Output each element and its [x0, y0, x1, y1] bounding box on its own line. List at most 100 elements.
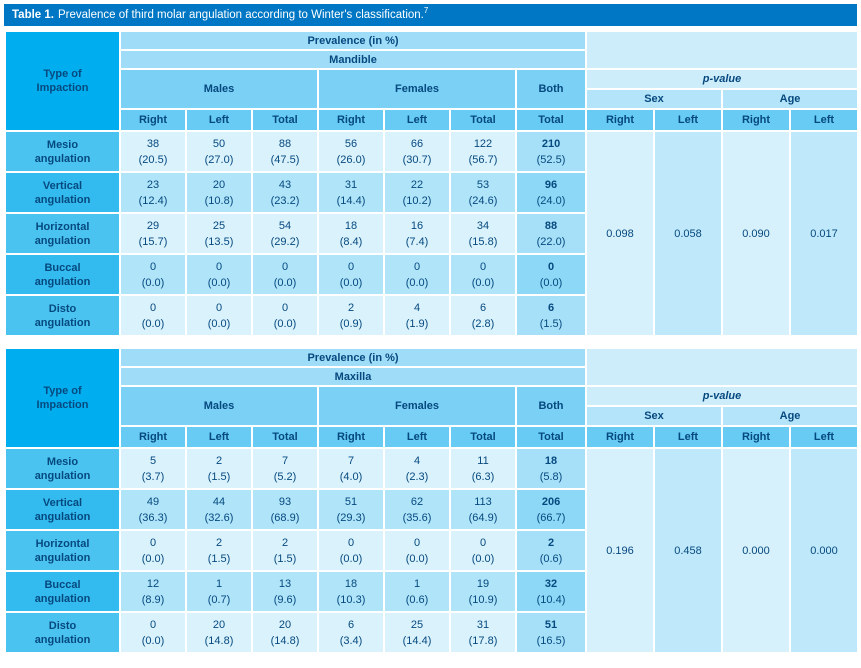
both-total-cell: 96 (24.0)	[514, 171, 588, 214]
percent-value: (68.9)	[270, 511, 300, 524]
count-cell: 62 (35.6)	[383, 488, 451, 531]
percent-value: (0.0)	[471, 276, 495, 289]
row-label-cell: Horizontal angulation	[4, 529, 121, 572]
count-cell: 25 (13.5)	[185, 212, 253, 255]
count-value: 13	[278, 577, 292, 590]
header-males-total: Total	[251, 425, 319, 449]
count-value: 34	[476, 219, 490, 232]
count-value: 6	[547, 301, 555, 314]
header-p-value: p-value	[585, 385, 860, 407]
count-value: 29	[146, 219, 160, 232]
count-value: 2	[215, 454, 223, 467]
percent-value: (8.4)	[339, 235, 363, 248]
count-value: 88	[544, 219, 558, 232]
p-value-cell: 0.196	[585, 447, 656, 654]
header-females-total: Total	[449, 108, 517, 132]
count-value: 20	[212, 178, 226, 191]
count-value: 88	[278, 137, 292, 150]
both-total-cell: 88 (22.0)	[514, 212, 588, 255]
count-value: 0	[547, 260, 555, 273]
both-total-cell: 32 (10.4)	[514, 570, 588, 613]
header-females-right: Right	[317, 425, 385, 449]
count-value: 56	[344, 137, 358, 150]
count-value: 7	[347, 454, 355, 467]
count-cell: 20 (10.8)	[185, 171, 253, 214]
count-value: 2	[281, 536, 289, 549]
header-females: Females	[317, 385, 517, 427]
header-age-left: Left	[789, 425, 860, 449]
count-cell: 29 (15.7)	[119, 212, 187, 255]
percent-value: (9.6)	[273, 593, 297, 606]
maxilla-table: Type of Impaction Prevalence (in %) Maxill…	[4, 347, 860, 654]
count-value: 31	[344, 178, 358, 191]
row-label-cell: Disto angulation	[4, 294, 121, 337]
count-cell: 4 (2.3)	[383, 447, 451, 490]
header-males-right: Right	[119, 425, 187, 449]
percent-value: (2.3)	[405, 470, 429, 483]
percent-value: (20.5)	[138, 153, 168, 166]
p-value-cell: 0.000	[789, 447, 860, 654]
count-value: 0	[413, 260, 421, 273]
percent-value: (0.0)	[539, 276, 563, 289]
header-males: Males	[119, 385, 319, 427]
row-label: Buccal angulation	[34, 261, 91, 288]
count-cell: 13 (9.6)	[251, 570, 319, 613]
count-cell: 0 (0.0)	[383, 529, 451, 572]
count-cell: 2 (1.5)	[251, 529, 319, 572]
both-total-cell: 51 (16.5)	[514, 611, 588, 654]
count-cell: 0 (0.0)	[449, 253, 517, 296]
row-label: Vertical angulation	[34, 179, 91, 206]
count-value: 122	[473, 137, 493, 150]
percent-value: (13.5)	[204, 235, 234, 248]
percent-value: (0.0)	[273, 276, 297, 289]
count-cell: 5 (3.7)	[119, 447, 187, 490]
count-cell: 22 (10.2)	[383, 171, 451, 214]
header-both-total: Total	[514, 108, 588, 132]
percent-value: (66.7)	[536, 511, 566, 524]
count-cell: 0 (0.0)	[251, 253, 319, 296]
header-females-left: Left	[383, 425, 451, 449]
count-value: 0	[149, 618, 157, 631]
header-p-value-spacer	[585, 347, 860, 387]
header-type-of-impaction: Type of Impaction	[4, 347, 121, 449]
header-sex-right: Right	[585, 108, 656, 132]
p-value-cell: 0.017	[789, 130, 860, 337]
count-cell: 0 (0.0)	[185, 253, 253, 296]
percent-value: (0.0)	[141, 317, 165, 330]
count-value: 0	[215, 301, 223, 314]
count-value: 66	[410, 137, 424, 150]
percent-value: (5.8)	[539, 470, 563, 483]
p-value-cell: 0.458	[653, 447, 724, 654]
count-value: 4	[413, 454, 421, 467]
percent-value: (10.2)	[402, 194, 432, 207]
count-cell: 122 (56.7)	[449, 130, 517, 173]
percent-value: (7.4)	[405, 235, 429, 248]
row-label-cell: Vertical angulation	[4, 171, 121, 214]
percent-value: (10.3)	[336, 593, 366, 606]
percent-value: (10.9)	[468, 593, 498, 606]
count-cell: 44 (32.6)	[185, 488, 253, 531]
count-cell: 0 (0.0)	[317, 529, 385, 572]
section-table-maxilla: Type of Impaction Prevalence (in %) Maxill…	[4, 347, 860, 654]
header-males-right: Right	[119, 108, 187, 132]
row-label-cell: Vertical angulation	[4, 488, 121, 531]
count-value: 31	[476, 618, 490, 631]
count-value: 18	[344, 219, 358, 232]
count-value: 5	[149, 454, 157, 467]
percent-value: (1.5)	[207, 470, 231, 483]
header-males-total: Total	[251, 108, 319, 132]
count-value: 6	[479, 301, 487, 314]
both-total-cell: 2 (0.6)	[514, 529, 588, 572]
count-cell: 2 (1.5)	[185, 529, 253, 572]
percent-value: (0.0)	[405, 276, 429, 289]
percent-value: (64.9)	[468, 511, 498, 524]
count-cell: 34 (15.8)	[449, 212, 517, 255]
count-value: 2	[215, 536, 223, 549]
percent-value: (14.4)	[336, 194, 366, 207]
count-value: 38	[146, 137, 160, 150]
table-title-text: Prevalence of third molar angulation acc…	[57, 6, 429, 21]
count-value: 6	[347, 618, 355, 631]
count-cell: 0 (0.0)	[251, 294, 319, 337]
percent-value: (16.5)	[536, 634, 566, 647]
